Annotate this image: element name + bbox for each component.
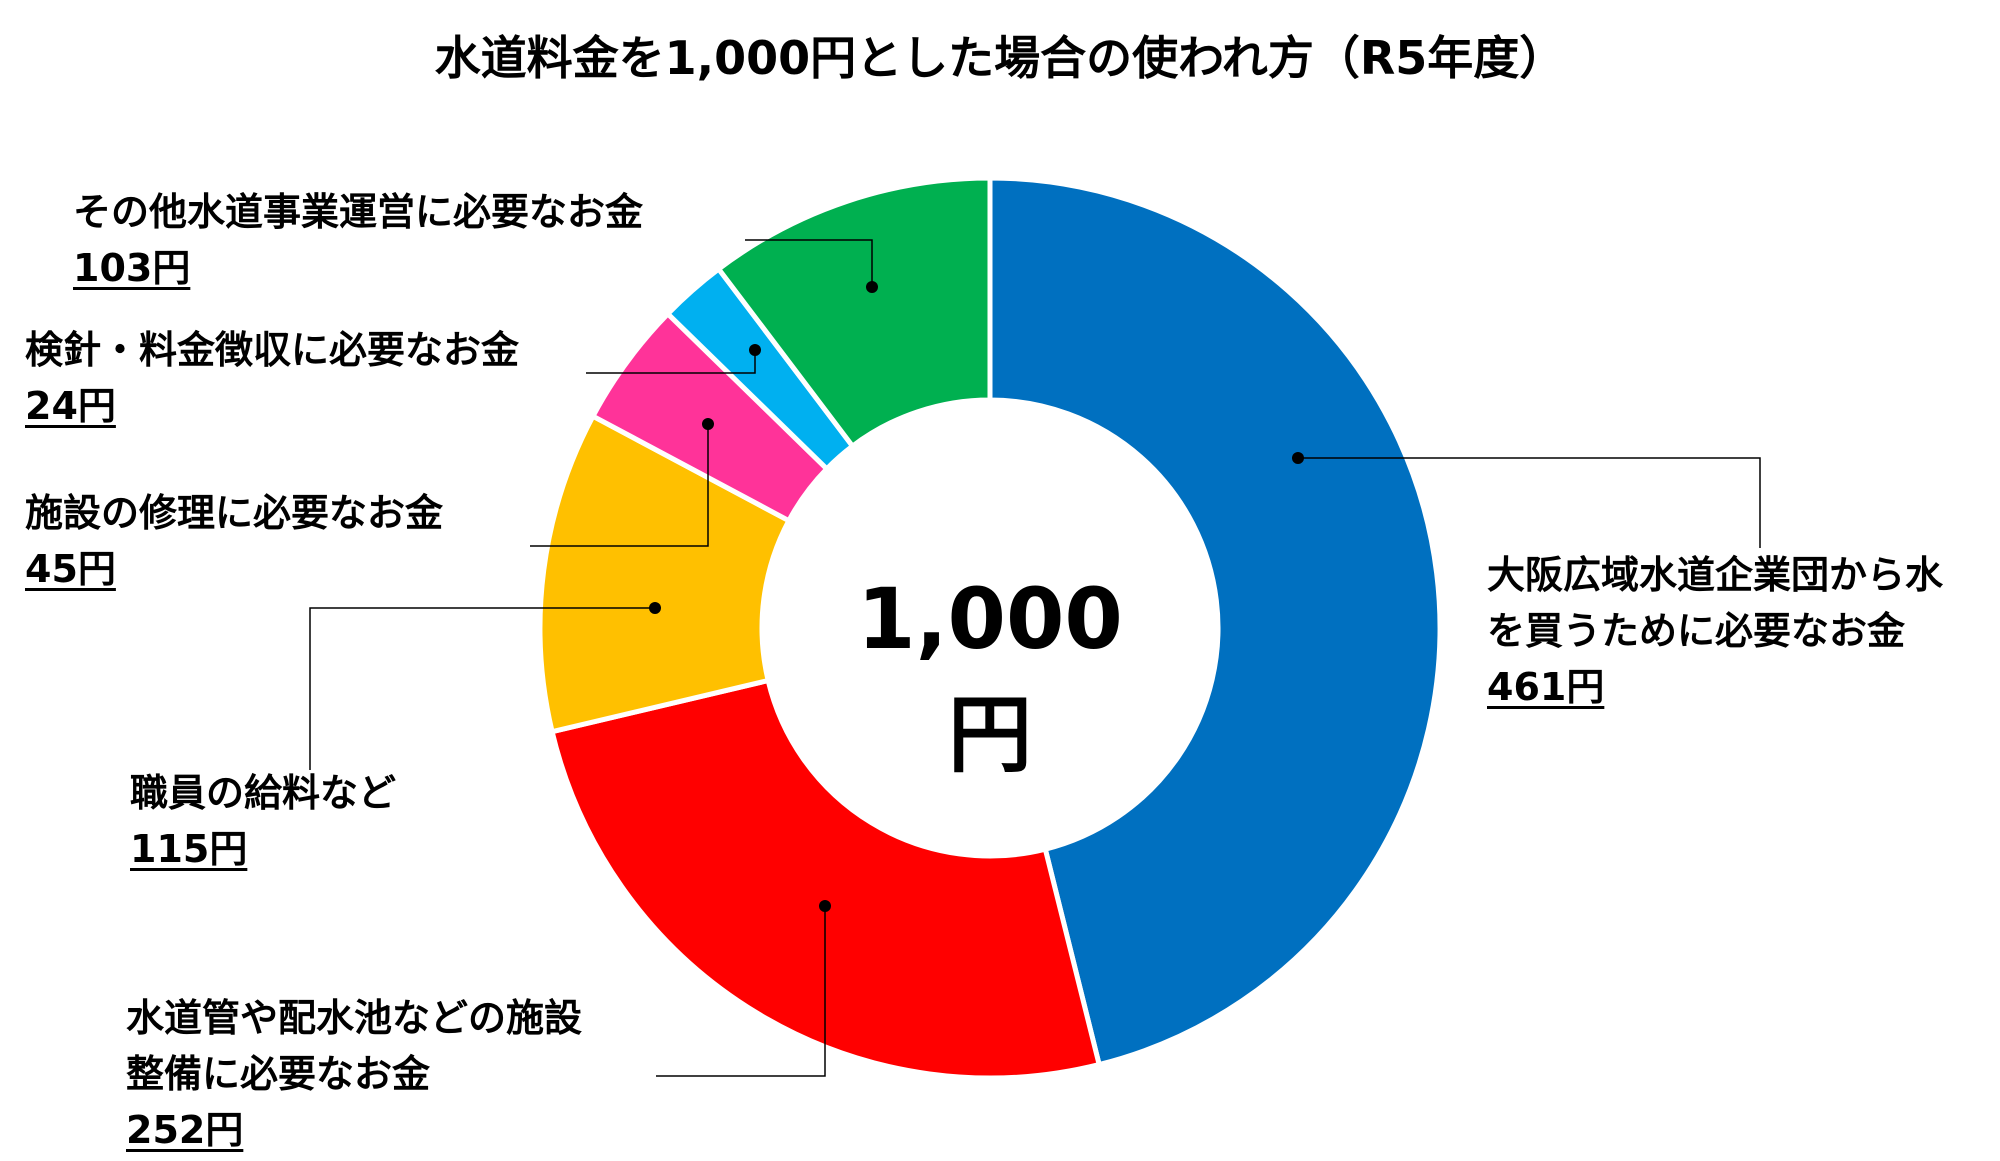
slice-value: 461円 bbox=[1487, 665, 1605, 709]
leader-other-line bbox=[745, 239, 873, 287]
slice-label-repair: 施設の修理に必要なお金 45円 bbox=[25, 485, 443, 597]
leader-repair-line bbox=[530, 424, 709, 547]
slice-label-text: を買うために必要なお金 bbox=[1487, 609, 1906, 653]
slice-label-text: 検針・料金徴収に必要なお金 bbox=[25, 328, 520, 372]
leader-meter-dot bbox=[749, 344, 761, 356]
slice-label-meter: 検針・料金徴収に必要なお金 24円 bbox=[25, 322, 519, 434]
slice-value: 252円 bbox=[126, 1108, 244, 1152]
slice-label-text: 大阪広域水道企業団から水 bbox=[1487, 553, 1944, 597]
slice-label-purchase: 大阪広域水道企業団から水 を買うために必要なお金 461円 bbox=[1487, 547, 1943, 715]
slice-label-facility: 水道管や配水池などの施設 整備に必要なお金 252円 bbox=[126, 990, 582, 1158]
slice-other bbox=[715, 175, 993, 450]
slice-salary bbox=[537, 412, 793, 735]
slice-label-text: 整備に必要なお金 bbox=[126, 1052, 431, 1096]
leader-facility-line bbox=[656, 906, 826, 1077]
leader-facility-dot bbox=[819, 900, 831, 912]
leader-meter-line bbox=[586, 350, 756, 374]
slice-facility bbox=[549, 677, 1103, 1081]
slice-label-text: 水道管や配水池などの施設 bbox=[126, 996, 583, 1040]
center-total-label: 1,000円 bbox=[857, 570, 1123, 784]
slice-label-text: その他水道事業運営に必要なお金 bbox=[73, 190, 644, 234]
slice-label-text: 施設の修理に必要なお金 bbox=[25, 491, 444, 535]
slice-value: 115円 bbox=[130, 827, 248, 871]
chart-title: 水道料金を1,000円とした場合の使われ方（R5年度） bbox=[434, 31, 1566, 85]
slice-purchase bbox=[987, 175, 1443, 1068]
slice-value: 103円 bbox=[73, 246, 191, 290]
leader-purchase-dot bbox=[1292, 452, 1304, 464]
slice-value: 24円 bbox=[25, 384, 116, 428]
slice-label-other: その他水道事業運営に必要なお金 103円 bbox=[73, 184, 643, 296]
slice-value: 45円 bbox=[25, 547, 116, 591]
leader-salary-dot bbox=[649, 602, 661, 614]
slice-label-salary: 職員の給料など 115円 bbox=[130, 765, 396, 877]
leader-repair-dot bbox=[702, 418, 714, 430]
leader-salary-line bbox=[309, 607, 655, 770]
leader-other-dot bbox=[866, 281, 878, 293]
slice-label-text: 職員の給料など bbox=[130, 771, 397, 815]
leader-purchase-line bbox=[1298, 457, 1761, 548]
